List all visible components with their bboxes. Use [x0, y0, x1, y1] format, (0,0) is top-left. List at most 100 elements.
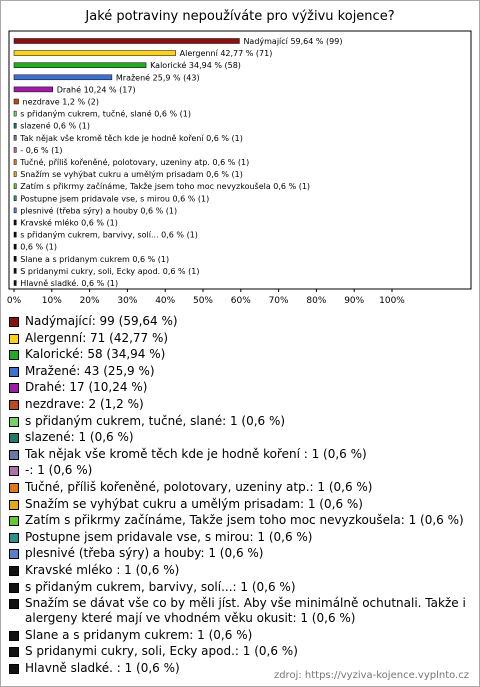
bar: [13, 243, 17, 250]
bar: [13, 219, 17, 226]
legend-label: s přidaným cukrem, barvivy, solí...: 1 (…: [25, 579, 296, 594]
legend-label: Zatím s přikrmy začínáme, Takže jsem toh…: [25, 513, 464, 528]
value-label: 0,6 % (1): [20, 243, 57, 252]
bar: [13, 268, 17, 274]
bar: [13, 159, 17, 165]
legend-item: Slane a s pridanym cukrem: 1 (0,6 %): [9, 628, 467, 643]
legend-item: Nadýmající: 99 (59,64 %): [9, 314, 467, 329]
value-label: Slane a s pridanym cukrem 0,6 % (1): [20, 255, 169, 264]
bar: [13, 74, 113, 81]
value-label: Nadýmající 59,64 % (99): [243, 37, 342, 46]
legend-item: Tak nějak vše kromě těch kde je hodně ko…: [9, 447, 467, 462]
bar: [13, 256, 17, 262]
value-label: nezdrave 1,2 % (2): [23, 98, 99, 107]
bar: [13, 98, 19, 105]
value-label: Drahé 10,24 % (17): [57, 84, 136, 94]
legend-label: Snažím se dávat vše co by měli jíst. Aby…: [25, 596, 466, 626]
value-label: s přidaným cukrem, tučné, slané 0,6 % (1…: [20, 109, 191, 119]
legend-label: Hlavně sladké. : 1 (0,6 %): [25, 660, 180, 675]
legend-label: Tučné, příliš kořeněné, polotovary, uzen…: [25, 479, 373, 494]
legend-swatch: [9, 383, 19, 394]
legend-label: Snažím se vyhýbat cukru a umělým prisada…: [25, 496, 363, 511]
value-label: Mražené 25,9 % (43): [116, 72, 200, 82]
value-label: Tučné, příliš kořeněné, polotovary, uzen…: [19, 157, 249, 167]
legend-label: slazené: 1 (0,6 %): [25, 430, 134, 445]
legend-swatch: [9, 433, 19, 444]
bar: [13, 50, 176, 56]
bar: [13, 207, 17, 214]
legend-label: nezdrave: 2 (1,2 %): [25, 396, 144, 411]
bar: [13, 147, 17, 153]
legend-label: s přidaným cukrem, tučné, slané: 1 (0,6 …: [25, 413, 286, 428]
x-tick-label: 100%: [379, 296, 405, 306]
legend-swatch: [9, 630, 19, 641]
legend-label: Nadýmající: 99 (59,64 %): [25, 314, 178, 328]
legend-item: Mražené: 43 (25,9 %): [9, 364, 467, 379]
bar: [13, 110, 17, 117]
bar: [13, 62, 147, 68]
legend-label: Slane a s pridanym cukrem: 1 (0,6 %): [25, 627, 253, 642]
x-tick-label: 60%: [231, 296, 251, 306]
legend-swatch: [9, 399, 19, 410]
value-label: Zatím s přikrmy začínáme, Takže jsem toh…: [20, 181, 310, 191]
value-label: Snažím se vyhýbat cukru a umělým prisada…: [20, 170, 243, 179]
legend-swatch: [9, 317, 19, 327]
legend-item: Postupne jsem pridavale vse, s mirou: 1 …: [9, 530, 467, 545]
x-tick-label: 50%: [193, 296, 213, 306]
legend-swatch: [9, 532, 19, 543]
value-label: s přidaným cukrem, barvivy, solí... 0,6 …: [20, 231, 198, 240]
legend-item: plesnivé (třeba sýry) a houby: 1 (0,6 %): [9, 546, 467, 561]
legend-item: Hlavně sladké. : 1 (0,6 %): [9, 661, 467, 676]
bar: [13, 183, 17, 189]
value-label: Hlavně sladké. 0,6 % (1): [20, 278, 118, 288]
legend-item: S pridanymi cukry, soli, Ecky apod.: 1 (…: [9, 644, 467, 659]
chart-title: Jaké potraviny nepoužíváte pro výživu ko…: [84, 9, 394, 24]
value-label: Alergenní 42,77 % (71): [180, 49, 273, 58]
value-label: plesnivé (třeba sýry) a houby 0,6 % (1): [20, 205, 177, 215]
x-tick-label: 10%: [42, 296, 62, 306]
legend-swatch: [9, 599, 19, 610]
legend-swatch: [9, 482, 19, 493]
x-tick-label: 0%: [7, 296, 22, 306]
legend-swatch: [9, 499, 19, 510]
legend-item: Snažím se dávat vše co by měli jíst. Aby…: [9, 596, 467, 626]
legend-item: Kalorické: 58 (34,94 %): [9, 347, 467, 362]
legend-swatch: [9, 449, 19, 460]
bar: [13, 231, 17, 238]
legend-label: S pridanymi cukry, soli, Ecky apod.: 1 (…: [25, 644, 298, 659]
bar: [13, 195, 17, 202]
legend-item: s přidaným cukrem, barvivy, solí...: 1 (…: [9, 580, 467, 595]
legend: Nadýmající: 99 (59,64 %) Alergenní: 71 (4…: [9, 314, 467, 677]
bar: [13, 135, 17, 141]
value-label: slazené 0,6 % (1): [20, 121, 90, 131]
legend-item: slazené: 1 (0,6 %): [9, 430, 467, 445]
legend-item: s přidaným cukrem, tučné, slané: 1 (0,6 …: [9, 414, 467, 429]
legend-item: Alergenní: 71 (42,77 %): [9, 331, 467, 346]
value-label: Postupne jsem pridavale vse, s mirou 0,6…: [20, 194, 209, 203]
bar: [13, 280, 17, 286]
source: zdroj: https://vyziva-kojence.vyplnto.cz: [273, 670, 469, 681]
legend-swatch: [9, 647, 19, 658]
x-tick-label: 40%: [155, 296, 175, 306]
x-tick-label: 90%: [344, 296, 364, 306]
legend-item: Tučné, příliš kořeněné, polotovary, uzen…: [9, 480, 467, 495]
x-tick-label: 80%: [306, 296, 326, 306]
bar: [13, 38, 240, 44]
value-label: S pridanymi cukry, soli, Ecky apod. 0,6 …: [20, 267, 199, 276]
value-label: - 0,6 % (1): [20, 146, 62, 155]
legend-item: Drahé: 17 (10,24 %): [9, 380, 467, 395]
legend-item: Kravské mléko : 1 (0,6 %): [9, 563, 467, 578]
legend-swatch: [9, 663, 19, 674]
legend-item: nezdrave: 2 (1,2 %): [9, 397, 467, 412]
legend-swatch: [9, 350, 19, 361]
legend-label: Tak nějak vše kromě těch kde je hodně ko…: [25, 446, 367, 461]
legend-item: Zatím s přikrmy začínáme, Takže jsem toh…: [9, 513, 467, 528]
bar: [13, 171, 17, 177]
legend-label: Kravské mléko : 1 (0,6 %): [25, 562, 180, 577]
chart: Jaké potraviny nepoužíváte pro výživu ko…: [7, 9, 472, 306]
legend-swatch: [9, 366, 19, 377]
legend-label: Alergenní: 71 (42,77 %): [25, 330, 169, 345]
